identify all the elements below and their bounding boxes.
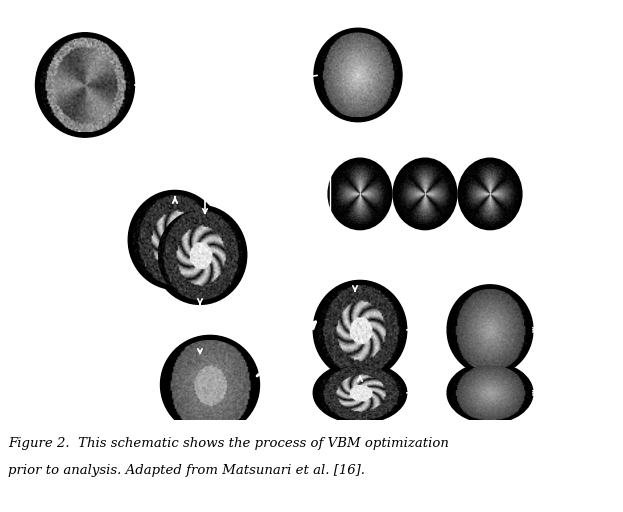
Text: Statistics
(concentration): Statistics (concentration) — [544, 309, 623, 331]
Ellipse shape — [447, 285, 533, 375]
Text: Apply normalization
parameters to T1 image: Apply normalization parameters to T1 ima… — [120, 320, 246, 342]
Text: Normalized
T1 image: Normalized T1 image — [18, 365, 77, 387]
Ellipse shape — [313, 281, 407, 379]
Text: Smooth: Smooth — [463, 258, 503, 268]
Ellipse shape — [161, 335, 260, 434]
Ellipse shape — [328, 158, 392, 230]
Text: Figure 2.  This schematic shows the process of VBM optimization: Figure 2. This schematic shows the proce… — [8, 437, 449, 450]
Ellipse shape — [314, 28, 402, 122]
Text: Modulation: Modulation — [318, 372, 376, 382]
Bar — [330, 152, 525, 237]
Text: Statistics
(volume): Statistics (volume) — [544, 374, 592, 396]
Text: Segmentation
& extraction: Segmentation & extraction — [174, 160, 247, 182]
Ellipse shape — [153, 205, 247, 305]
Text: Segmentation
& extraction: Segmentation & extraction — [315, 258, 388, 280]
Ellipse shape — [447, 362, 533, 423]
Text: priors: priors — [340, 138, 370, 148]
Text: prior to analysis. Adapted from Matsunari et al. [16].: prior to analysis. Adapted from Matsunar… — [8, 464, 365, 477]
Text: T1 template: T1 template — [290, 18, 353, 28]
Text: Affine transform: Affine transform — [176, 117, 261, 127]
Text: T1 image: T1 image — [28, 18, 77, 28]
Ellipse shape — [36, 33, 135, 137]
Ellipse shape — [458, 158, 522, 230]
Ellipse shape — [313, 362, 407, 423]
Ellipse shape — [393, 158, 457, 230]
Text: Affine registration: Affine registration — [196, 74, 290, 84]
Ellipse shape — [128, 190, 222, 289]
Text: Smooth: Smooth — [463, 372, 503, 382]
Text: Spatial normalization: Spatial normalization — [153, 305, 264, 315]
